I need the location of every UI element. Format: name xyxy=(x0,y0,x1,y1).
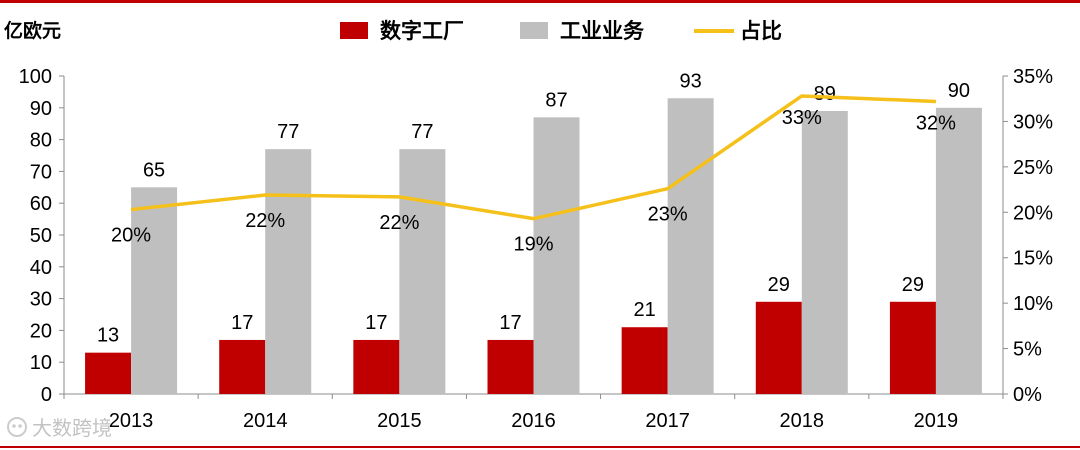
left-axis-tick-label: 80 xyxy=(30,130,52,152)
x-axis-tick-label: 2018 xyxy=(780,410,825,432)
right-axis-tick-label: 35% xyxy=(1013,66,1053,88)
left-axis-tick-label: 50 xyxy=(30,225,52,247)
bar-工业业务 xyxy=(399,149,446,394)
left-axis-tick-label: 90 xyxy=(30,98,52,120)
line-data-label: 32% xyxy=(916,112,956,134)
left-axis-unit-label: 亿欧元 xyxy=(4,19,61,42)
top-rule xyxy=(0,0,1080,3)
right-axis-tick-label: 25% xyxy=(1013,157,1053,179)
line-data-label: 22% xyxy=(379,212,419,234)
watermark-text: 大数跨境 xyxy=(32,416,112,440)
right-axis-tick-label: 30% xyxy=(1013,111,1053,133)
right-axis-tick-label: 10% xyxy=(1013,293,1053,315)
line-data-label: 23% xyxy=(648,204,688,226)
legend-swatch-数字工厂 xyxy=(340,22,368,39)
bar-data-label: 90 xyxy=(948,80,970,102)
bar-工业业务 xyxy=(265,149,312,394)
bar-data-label: 93 xyxy=(680,70,702,92)
bar-data-label: 87 xyxy=(545,89,567,111)
line-data-label: 20% xyxy=(111,225,151,247)
x-axis-tick-label: 2015 xyxy=(377,410,422,432)
brand-logo-icon xyxy=(7,416,27,437)
bar-data-label: 77 xyxy=(277,121,299,143)
bar-工业业务 xyxy=(667,98,714,394)
line-data-label: 19% xyxy=(513,234,553,256)
line-data-label: 22% xyxy=(245,210,285,232)
bar-data-label: 89 xyxy=(814,83,836,105)
legend-swatch-工业业务 xyxy=(520,22,548,39)
bar-工业业务 xyxy=(131,187,178,394)
x-axis-tick-label: 2019 xyxy=(914,410,959,432)
left-axis-tick-label: 10 xyxy=(30,352,52,374)
bar-数字工厂 xyxy=(487,339,534,394)
left-axis-tick-label: 20 xyxy=(30,320,52,342)
right-axis-tick-label: 5% xyxy=(1013,339,1042,361)
x-axis-tick-label: 2013 xyxy=(109,410,154,432)
left-axis-tick-label: 60 xyxy=(30,193,52,215)
right-axis-tick-label: 20% xyxy=(1013,202,1053,224)
left-axis-tick-label: 100 xyxy=(19,66,52,88)
legend-label: 占比 xyxy=(740,20,782,43)
bar-data-label: 65 xyxy=(143,159,165,181)
bar-工业业务 xyxy=(533,117,580,394)
left-axis-tick-label: 70 xyxy=(30,161,52,183)
watermark: 大数跨境 xyxy=(6,412,112,441)
bar-数字工厂 xyxy=(219,339,266,394)
line-占比 xyxy=(130,94,936,221)
left-axis-tick-label: 40 xyxy=(30,257,52,279)
bar-数字工厂 xyxy=(85,352,132,394)
bar-工业业务 xyxy=(935,107,982,395)
legend-label: 工业业务 xyxy=(560,19,645,43)
bar-数字工厂 xyxy=(755,301,802,394)
x-axis-tick-label: 2016 xyxy=(511,410,556,432)
bar-data-label: 77 xyxy=(411,121,433,143)
right-axis-tick-label: 15% xyxy=(1013,248,1053,270)
line-data-label: 33% xyxy=(782,107,822,129)
bottom-rule xyxy=(0,446,1080,448)
left-axis-tick-label: 30 xyxy=(30,289,52,311)
legend-label: 数字工厂 xyxy=(380,19,464,43)
right-axis-tick-label: 0% xyxy=(1013,384,1042,406)
bar-数字工厂 xyxy=(353,339,400,394)
bar-数字工厂 xyxy=(889,301,936,394)
bar-工业业务 xyxy=(801,110,848,394)
x-axis-tick-label: 2014 xyxy=(243,410,288,432)
bar-data-label: 17 xyxy=(499,312,521,334)
bar-data-label: 17 xyxy=(365,312,387,334)
left-axis-tick-label: 0 xyxy=(41,384,52,406)
bar-数字工厂 xyxy=(621,327,668,394)
bar-data-label: 17 xyxy=(231,312,253,334)
bar-data-label: 29 xyxy=(768,274,790,296)
bar-data-label: 21 xyxy=(634,299,656,321)
x-axis-tick-label: 2017 xyxy=(645,410,690,432)
bar-data-label: 13 xyxy=(97,325,119,347)
bar-data-label: 29 xyxy=(902,274,924,296)
